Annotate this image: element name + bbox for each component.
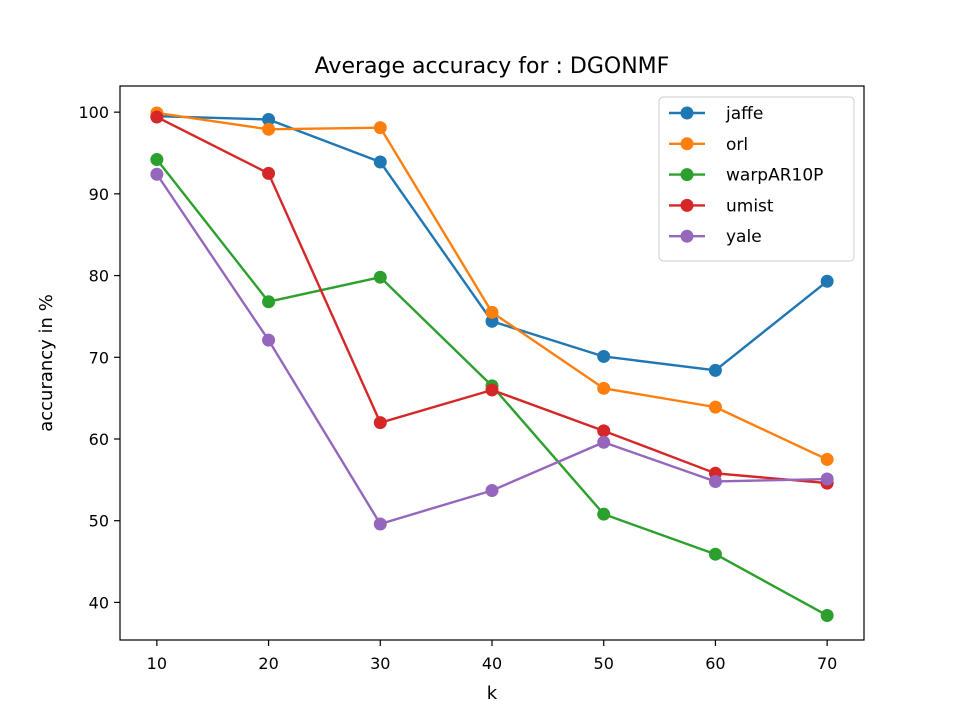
data-point-yale: [708, 474, 722, 488]
legend-item-jaffe: jaffe: [669, 104, 763, 124]
legend: jaffe orl warpAR10P umist yale: [658, 96, 855, 262]
legend-label: umist: [726, 196, 774, 216]
x-axis-label: k: [487, 683, 498, 704]
x-tick-label: 60: [705, 654, 725, 673]
y-tick-label: 40: [89, 593, 109, 612]
data-point-warpAR10P: [150, 153, 164, 167]
x-axis: 10 20 30 40 50 60 70: [147, 640, 837, 673]
chart-title: Average accuracy for : DGONMF: [315, 54, 670, 79]
legend-marker: [680, 229, 694, 243]
data-point-umist: [150, 110, 164, 124]
data-point-jaffe: [485, 314, 499, 328]
data-point-umist: [485, 383, 499, 397]
data-point-orl: [708, 400, 722, 414]
legend-item-yale: yale: [669, 227, 762, 247]
legend-item-orl: orl: [669, 135, 748, 155]
legend-marker: [680, 198, 694, 212]
legend-item-umist: umist: [669, 196, 774, 216]
legend-item-warpAR10P: warpAR10P: [669, 166, 823, 186]
x-tick-label: 40: [482, 654, 502, 673]
data-point-warpAR10P: [262, 295, 276, 309]
x-tick-label: 70: [817, 654, 837, 673]
data-point-orl: [373, 121, 387, 135]
x-tick-label: 50: [594, 654, 614, 673]
data-point-orl: [262, 122, 276, 136]
y-tick-label: 80: [89, 267, 109, 286]
data-point-jaffe: [262, 113, 276, 127]
y-tick-label: 60: [89, 430, 109, 449]
data-point-yale: [485, 483, 499, 497]
data-point-orl: [597, 381, 611, 395]
data-point-jaffe: [597, 349, 611, 363]
data-point-warpAR10P: [708, 547, 722, 561]
data-point-warpAR10P: [820, 608, 834, 622]
legend-marker: [680, 106, 694, 120]
data-point-warpAR10P: [597, 507, 611, 521]
data-point-orl: [820, 452, 834, 466]
x-tick-label: 30: [370, 654, 390, 673]
data-point-yale: [262, 333, 276, 347]
legend-label: orl: [726, 135, 748, 155]
data-point-warpAR10P: [373, 270, 387, 284]
plot-area: [150, 106, 834, 622]
legend-label: jaffe: [725, 104, 763, 124]
series-yale: [150, 167, 834, 531]
data-point-yale: [820, 472, 834, 486]
y-tick-label: 70: [89, 348, 109, 367]
series-umist: [150, 110, 834, 490]
legend-marker: [680, 168, 694, 182]
data-point-orl: [485, 305, 499, 319]
data-point-jaffe: [708, 363, 722, 377]
data-point-umist: [373, 416, 387, 430]
x-tick-label: 10: [147, 654, 167, 673]
legend-marker: [680, 137, 694, 151]
y-tick-label: 90: [89, 185, 109, 204]
legend-label: yale: [726, 227, 762, 247]
y-axis: 40 50 60 70 80 90 100: [78, 103, 120, 612]
data-point-umist: [597, 424, 611, 438]
data-point-yale: [597, 435, 611, 449]
data-point-jaffe: [373, 155, 387, 169]
legend-label: warpAR10P: [726, 166, 823, 186]
data-point-yale: [150, 167, 164, 181]
x-tick-label: 20: [258, 654, 278, 673]
data-point-umist: [262, 166, 276, 180]
y-tick-label: 50: [89, 512, 109, 531]
data-point-yale: [373, 517, 387, 531]
y-axis-label: accurancy in %: [36, 294, 57, 432]
data-point-jaffe: [820, 274, 834, 288]
legend-box: [658, 96, 855, 262]
y-tick-label: 100: [78, 103, 109, 122]
